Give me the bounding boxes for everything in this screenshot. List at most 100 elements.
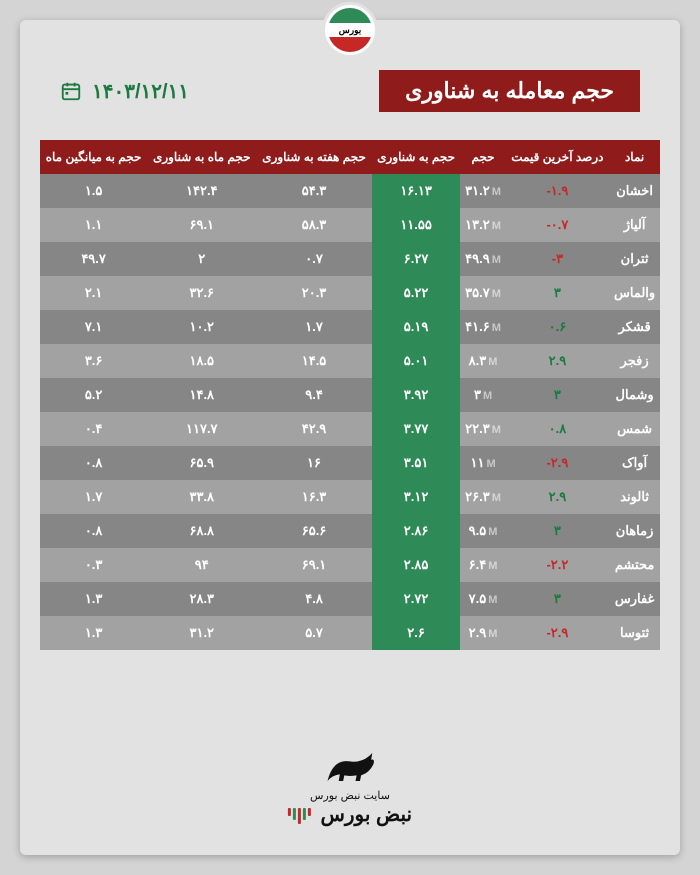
cell: ۵.۲ bbox=[40, 378, 147, 412]
cell: ۲.۹M bbox=[460, 616, 505, 650]
cell: ۲.۶ bbox=[372, 616, 461, 650]
cell: ۱.۷ bbox=[256, 310, 371, 344]
cell: ثالوند bbox=[609, 480, 660, 514]
logo-text: بورس bbox=[328, 8, 372, 52]
col-header: حجم bbox=[460, 140, 505, 174]
cell: ۱۱.۵۵ bbox=[372, 208, 461, 242]
cell: ۵۴.۳ bbox=[256, 174, 371, 208]
cell: ۲.۱ bbox=[40, 276, 147, 310]
cell: ۱۴.۸ bbox=[147, 378, 256, 412]
cell: اخشان bbox=[609, 174, 660, 208]
cell: -۰.۷ bbox=[506, 208, 610, 242]
cell: ۳.۱۲ bbox=[372, 480, 461, 514]
cell: ۶۵.۶ bbox=[256, 514, 371, 548]
cell: ۱۱۷.۷ bbox=[147, 412, 256, 446]
table-header: نماددرصد آخرین قیمتحجمحجم به شناوریحجم ه… bbox=[40, 140, 660, 174]
cell: ۳.۵۱ bbox=[372, 446, 461, 480]
cell: غفارس bbox=[609, 582, 660, 616]
cell: ۱۱M bbox=[460, 446, 505, 480]
cell: ۱۰.۲ bbox=[147, 310, 256, 344]
cell: ۳۲.۶ bbox=[147, 276, 256, 310]
cell: ۶.۲۷ bbox=[372, 242, 461, 276]
cell: ۱.۳ bbox=[40, 616, 147, 650]
cell: ۵.۰۱ bbox=[372, 344, 461, 378]
col-header: حجم هفته به شناوری bbox=[256, 140, 371, 174]
table-row: زفجر۲.۹۸.۳M۵.۰۱۱۴.۵۱۸.۵۳.۶ bbox=[40, 344, 660, 378]
cell: -۲.۹ bbox=[506, 616, 610, 650]
footer-bars-icon bbox=[288, 808, 311, 824]
cell: زفجر bbox=[609, 344, 660, 378]
cell: -۲.۹ bbox=[506, 446, 610, 480]
footer-line2: نبض بورس bbox=[288, 802, 412, 827]
cell: ۱۸.۵ bbox=[147, 344, 256, 378]
cell: ۰.۸ bbox=[40, 446, 147, 480]
cell: -۳ bbox=[506, 242, 610, 276]
cell: ۱.۱ bbox=[40, 208, 147, 242]
cell: قشکر bbox=[609, 310, 660, 344]
table-row: شمس۰.۸۲۲.۳M۳.۷۷۴۲.۹۱۱۷.۷۰.۴ bbox=[40, 412, 660, 446]
cell: ۸.۳M bbox=[460, 344, 505, 378]
table-row: غفارس۳۷.۵M۲.۷۲۴.۸۲۸.۳۱.۳ bbox=[40, 582, 660, 616]
cell: ثتران bbox=[609, 242, 660, 276]
report-card: بورس حجم معامله به شناوری ۱۴۰۳/۱۲/۱۱ نبض… bbox=[20, 20, 680, 855]
cell: زماهان bbox=[609, 514, 660, 548]
cell: ۹۴ bbox=[147, 548, 256, 582]
cell: ۱۶.۳ bbox=[256, 480, 371, 514]
table-row: اخشان-۱.۹۳۱.۲M۱۶.۱۳۵۴.۳۱۴۲.۴۱.۵ bbox=[40, 174, 660, 208]
cell: ۶۸.۸ bbox=[147, 514, 256, 548]
col-header: درصد آخرین قیمت bbox=[506, 140, 610, 174]
cell: ۳ bbox=[506, 582, 610, 616]
cell: ۲.۷۲ bbox=[372, 582, 461, 616]
cell: ۰.۸ bbox=[40, 514, 147, 548]
cell: ۳۵.۷M bbox=[460, 276, 505, 310]
cell: ۹.۵M bbox=[460, 514, 505, 548]
table-row: ثالوند۲.۹۲۶.۳M۳.۱۲۱۶.۳۳۳.۸۱.۷ bbox=[40, 480, 660, 514]
cell: ۱.۳ bbox=[40, 582, 147, 616]
cell: ۱۳.۲M bbox=[460, 208, 505, 242]
cell: ۵.۲۲ bbox=[372, 276, 461, 310]
table-body: اخشان-۱.۹۳۱.۲M۱۶.۱۳۵۴.۳۱۴۲.۴۱.۵آلیاژ-۰.۷… bbox=[40, 174, 660, 650]
cell: ۴۱.۶M bbox=[460, 310, 505, 344]
cell: ۳M bbox=[460, 378, 505, 412]
cell: ۰.۴ bbox=[40, 412, 147, 446]
cell: ۴۹.۹M bbox=[460, 242, 505, 276]
logo-flag: بورس bbox=[328, 8, 372, 52]
cell: ۷.۵M bbox=[460, 582, 505, 616]
cell: ۳.۶ bbox=[40, 344, 147, 378]
cell: ۵۸.۳ bbox=[256, 208, 371, 242]
cell: ۰.۸ bbox=[506, 412, 610, 446]
cell: ۲۰.۳ bbox=[256, 276, 371, 310]
cell: ۱۴.۵ bbox=[256, 344, 371, 378]
cell: ۳ bbox=[506, 276, 610, 310]
cell: ۳۱.۲M bbox=[460, 174, 505, 208]
cell: ۳.۷۷ bbox=[372, 412, 461, 446]
cell: ۲ bbox=[147, 242, 256, 276]
cell: ۱۴۲.۴ bbox=[147, 174, 256, 208]
table-row: وشمال۳۳M۳.۹۲۹.۴۱۴.۸۵.۲ bbox=[40, 378, 660, 412]
cell: ۶۹.۱ bbox=[256, 548, 371, 582]
cell: آواک bbox=[609, 446, 660, 480]
cell: ۱۶ bbox=[256, 446, 371, 480]
cell: آلیاژ bbox=[609, 208, 660, 242]
calendar-icon bbox=[60, 80, 82, 102]
cell: ۷.۱ bbox=[40, 310, 147, 344]
table-row: ثتران-۳۴۹.۹M۶.۲۷۰.۷۲۴۹.۷ bbox=[40, 242, 660, 276]
cell: ۵.۷ bbox=[256, 616, 371, 650]
cell: ۹.۴ bbox=[256, 378, 371, 412]
table-row: زماهان۳۹.۵M۲.۸۶۶۵.۶۶۸.۸۰.۸ bbox=[40, 514, 660, 548]
cell: ۲۶.۳M bbox=[460, 480, 505, 514]
cell: -۱.۹ bbox=[506, 174, 610, 208]
footer-line1: سایت نبض بورس bbox=[288, 789, 412, 802]
cell: ۴.۸ bbox=[256, 582, 371, 616]
cell: ۳.۹۲ bbox=[372, 378, 461, 412]
cell: ۰.۶ bbox=[506, 310, 610, 344]
col-header: نماد bbox=[609, 140, 660, 174]
table-row: ثتوسا-۲.۹۲.۹M۲.۶۵.۷۳۱.۲۱.۳ bbox=[40, 616, 660, 650]
cell: ۳۳.۸ bbox=[147, 480, 256, 514]
date-box: ۱۴۰۳/۱۲/۱۱ bbox=[60, 79, 189, 104]
cell: ۲.۸۵ bbox=[372, 548, 461, 582]
cell: ۵.۱۹ bbox=[372, 310, 461, 344]
table-row: محتشم-۲.۲۶.۴M۲.۸۵۶۹.۱۹۴۰.۳ bbox=[40, 548, 660, 582]
cell: ۲۸.۳ bbox=[147, 582, 256, 616]
cell: ۲.۸۶ bbox=[372, 514, 461, 548]
